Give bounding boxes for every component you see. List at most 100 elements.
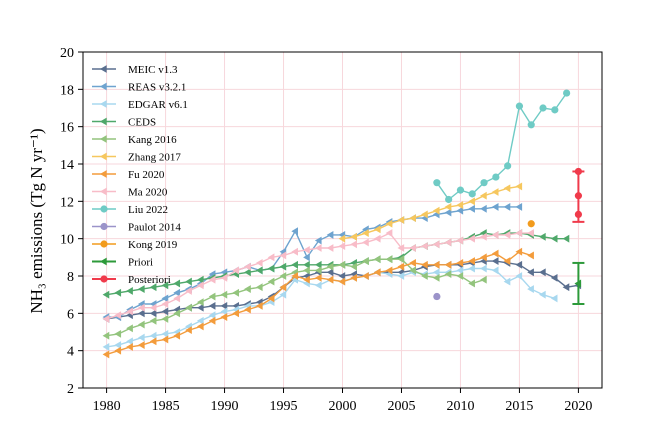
data-point (456, 236, 464, 245)
data-point (574, 192, 583, 200)
data-point (303, 260, 310, 269)
data-point (137, 303, 145, 312)
data-point (503, 184, 511, 193)
data-point (114, 341, 122, 349)
data-point (421, 260, 428, 269)
data-point (350, 232, 357, 241)
legend-label: EDGAR v6.1 (128, 99, 188, 111)
legend-label: Ma 2020 (128, 187, 168, 199)
data-point (149, 316, 157, 325)
data-point (303, 275, 310, 284)
data-point (314, 266, 322, 275)
data-point (232, 309, 240, 318)
data-point (480, 253, 487, 262)
legend-entry-kong-2019: Kong 2019 (92, 239, 178, 251)
data-point (114, 329, 122, 338)
data-point (279, 251, 287, 260)
data-point (244, 262, 251, 271)
data-point (279, 290, 287, 299)
data-point (562, 283, 570, 292)
legend-entry-liu-2022: Liu 2022 (92, 204, 168, 216)
data-point (102, 350, 110, 359)
data-point (480, 232, 487, 241)
data-point (314, 244, 322, 252)
data-point (126, 337, 133, 346)
data-point (137, 341, 145, 349)
data-point (149, 283, 157, 292)
data-point (279, 272, 287, 280)
y-tick-label: 14 (60, 158, 74, 173)
data-point (551, 106, 559, 114)
data-point (137, 333, 145, 342)
series-kang-2016 (102, 255, 487, 340)
data-point (503, 277, 511, 286)
data-point (279, 283, 287, 292)
data-point (303, 253, 310, 262)
data-point (126, 307, 133, 316)
data-point (314, 273, 322, 282)
data-point (515, 272, 523, 280)
data-point (550, 294, 558, 303)
data-point (173, 279, 181, 288)
legend-label: Zhang 2017 (128, 152, 181, 164)
data-point (220, 301, 228, 310)
data-point (338, 260, 346, 269)
data-point (444, 260, 452, 269)
data-point (220, 273, 228, 282)
line-liu-2022 (436, 92, 568, 201)
data-point (433, 179, 441, 187)
data-point (515, 102, 524, 110)
legend-label: Kang 2016 (128, 134, 177, 146)
data-point (397, 272, 405, 280)
data-point (444, 203, 452, 211)
legend-entry-priori: Priori (92, 257, 153, 269)
data-point (504, 162, 512, 170)
data-point (574, 167, 583, 176)
data-point (326, 268, 334, 277)
legend-marker (100, 135, 107, 143)
data-point (432, 206, 440, 215)
legend-entry-reas-v3-2-1: REAS v3.2.1 (92, 82, 186, 94)
legend-entry-kang-2016: Kang 2016 (92, 134, 177, 146)
legend-marker (100, 257, 107, 266)
series-lines (102, 89, 585, 359)
data-point (102, 343, 110, 351)
x-tick-label: 1990 (211, 399, 239, 414)
legend-marker (100, 275, 108, 283)
data-point (421, 272, 428, 280)
data-point (220, 290, 228, 299)
data-point (173, 309, 181, 318)
y-tick-label: 12 (60, 195, 74, 210)
data-point (491, 203, 499, 211)
data-point (574, 279, 582, 288)
data-point (515, 229, 523, 237)
data-point (539, 104, 547, 112)
data-point (433, 292, 441, 301)
data-point (185, 326, 192, 335)
data-point (527, 121, 535, 129)
data-point (527, 229, 534, 237)
x-tick-label: 2000 (329, 399, 357, 414)
data-point (409, 214, 416, 223)
data-point (149, 337, 157, 346)
data-point (432, 268, 440, 277)
data-point (515, 260, 523, 269)
data-point (432, 240, 440, 249)
data-point (208, 292, 216, 301)
legend-marker (100, 205, 108, 213)
data-point (267, 294, 275, 303)
data-point (114, 311, 122, 320)
line-zhang-2017 (342, 185, 520, 240)
data-point (491, 231, 499, 239)
data-point (491, 249, 499, 258)
data-point (338, 277, 346, 286)
data-point (314, 236, 322, 245)
data-point (480, 204, 487, 213)
data-point (161, 315, 169, 323)
data-point (480, 275, 487, 284)
data-point (255, 259, 263, 267)
data-point (409, 259, 416, 267)
data-point (126, 287, 133, 295)
legend-entry-meic-v1-3: MEIC v1.3 (92, 64, 178, 76)
